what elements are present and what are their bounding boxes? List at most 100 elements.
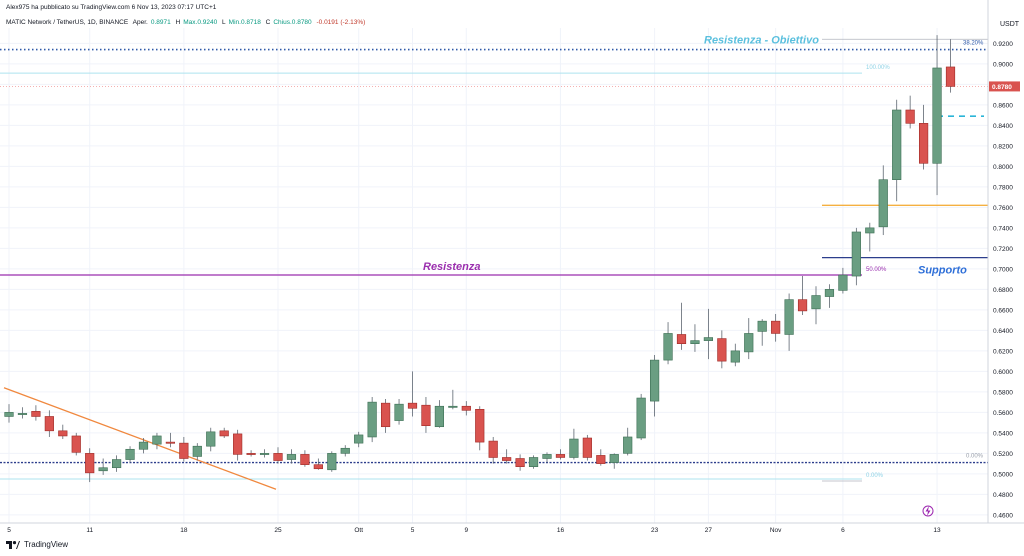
candle-body <box>31 411 41 417</box>
candle-body <box>273 453 283 461</box>
x-tick-label: 6 <box>841 527 845 534</box>
y-tick-label: 0.5000 <box>993 471 1013 478</box>
open-value: 0.8971 <box>150 19 171 26</box>
low-label: L <box>222 19 226 26</box>
y-tick-label: 0.5600 <box>993 410 1013 417</box>
close-value: Chius.0.8780 <box>273 19 312 26</box>
candle-body <box>152 435 162 445</box>
candle-body <box>394 403 404 421</box>
candle-body <box>165 441 176 444</box>
candle-body <box>179 442 189 459</box>
candle-body <box>717 338 727 362</box>
x-tick-label: 11 <box>86 527 93 534</box>
y-tick-label: 0.6400 <box>993 328 1013 335</box>
candle-body <box>340 447 350 454</box>
high-label: H <box>175 19 181 26</box>
candle-body <box>421 404 431 427</box>
fib-50-label: 50.00% <box>866 267 887 273</box>
candle-body <box>71 435 81 453</box>
candle-body <box>407 402 418 409</box>
symbol-name[interactable]: MATIC Network / TetherUS, 1D, BINANCE <box>6 19 129 26</box>
candle-body <box>757 320 767 332</box>
currency-label: USDT <box>1000 21 1020 28</box>
candle-body <box>609 454 619 463</box>
y-tick-label: 0.6000 <box>993 369 1013 376</box>
x-tick-label: 25 <box>274 527 282 534</box>
publisher-text: Alex975 ha pubblicato su TradingView.com… <box>6 4 217 11</box>
x-tick-label: Ott <box>354 527 363 534</box>
candle-body <box>824 289 835 297</box>
descending-trendline <box>3 387 277 490</box>
candle-body <box>676 334 687 345</box>
candle-body <box>905 109 915 124</box>
open-label: Aper. <box>132 19 148 26</box>
x-tick-label: 9 <box>464 527 468 534</box>
candle-body <box>542 454 552 459</box>
candle-body <box>515 458 525 467</box>
annotations: Resistenza - Obiettivo 38.20% 100.00% Resis… <box>423 35 984 479</box>
y-tick-label: 0.7600 <box>993 205 1013 212</box>
candles <box>4 35 956 483</box>
price-axis: USDT0.92000.90000.88000.86000.84000.8200… <box>987 0 1020 523</box>
candle-body <box>4 412 14 417</box>
y-tick-label: 0.6200 <box>993 348 1013 355</box>
horizontal-levels <box>0 38 988 490</box>
candle-body <box>112 459 122 469</box>
candle-body <box>448 405 458 408</box>
candle-body <box>690 340 700 344</box>
x-tick-label: 16 <box>557 527 565 534</box>
candle-body <box>502 457 512 461</box>
grid <box>0 28 988 523</box>
current-price-value: 0.8780 <box>992 84 1012 91</box>
candle-body <box>354 434 364 444</box>
candle-body <box>932 67 942 164</box>
candle-body <box>233 433 243 455</box>
candle-body <box>528 457 539 468</box>
candle-body <box>945 66 956 87</box>
candle-body <box>367 401 377 438</box>
y-tick-label: 0.8400 <box>993 123 1013 130</box>
high-value: Max.0.9240 <box>183 19 218 26</box>
resistance-label: Resistenza <box>423 261 480 273</box>
candle-body <box>878 179 888 228</box>
target-resistance-label: Resistenza - Obiettivo <box>704 35 819 47</box>
y-tick-label: 0.7400 <box>993 225 1013 232</box>
fib-38-label: 38.20% <box>963 41 984 47</box>
x-tick-label: 23 <box>651 527 659 534</box>
publisher-line: Alex975 ha pubblicato su TradingView.com… <box>6 4 216 11</box>
candle-body <box>623 436 633 454</box>
y-tick-label: 0.6800 <box>993 287 1013 294</box>
symbol-ohlc-line: MATIC Network / TetherUS, 1D, BINANCE Ap… <box>6 19 368 26</box>
candle-body <box>703 337 713 341</box>
time-axis: 5 11 18 25 Ott 5 9 16 23 27 Nov 6 13 <box>0 505 1024 534</box>
close-label: C <box>265 19 271 26</box>
y-tick-label: 0.4800 <box>993 492 1013 499</box>
candle-body <box>434 405 445 428</box>
candle-body <box>300 454 310 465</box>
candle-body <box>138 441 149 450</box>
candle-body <box>851 231 861 277</box>
tradingview-logo-icon <box>6 540 20 549</box>
candle-body <box>313 464 323 470</box>
change-value: -0.0191 (-2.13%) <box>316 19 366 26</box>
candle-body <box>219 430 229 437</box>
x-tick-label: 18 <box>180 527 188 534</box>
candle-body <box>663 333 673 361</box>
candle-body <box>838 274 848 291</box>
candle-body <box>98 467 108 472</box>
y-tick-label: 0.9000 <box>993 61 1013 68</box>
candle-body <box>286 454 297 460</box>
fib-0-label-right: 0.00% <box>966 454 984 460</box>
candle-body <box>811 295 821 310</box>
tradingview-footer[interactable]: TradingView <box>6 540 68 549</box>
current-price-tag <box>989 81 1020 92</box>
candle-body <box>192 445 202 457</box>
candle-body <box>636 397 646 439</box>
candle-body <box>380 402 391 428</box>
y-tick-label: 0.6600 <box>993 307 1013 314</box>
candle-body <box>461 405 471 411</box>
y-tick-label: 0.7200 <box>993 246 1013 253</box>
x-tick-label: Nov <box>770 527 782 534</box>
